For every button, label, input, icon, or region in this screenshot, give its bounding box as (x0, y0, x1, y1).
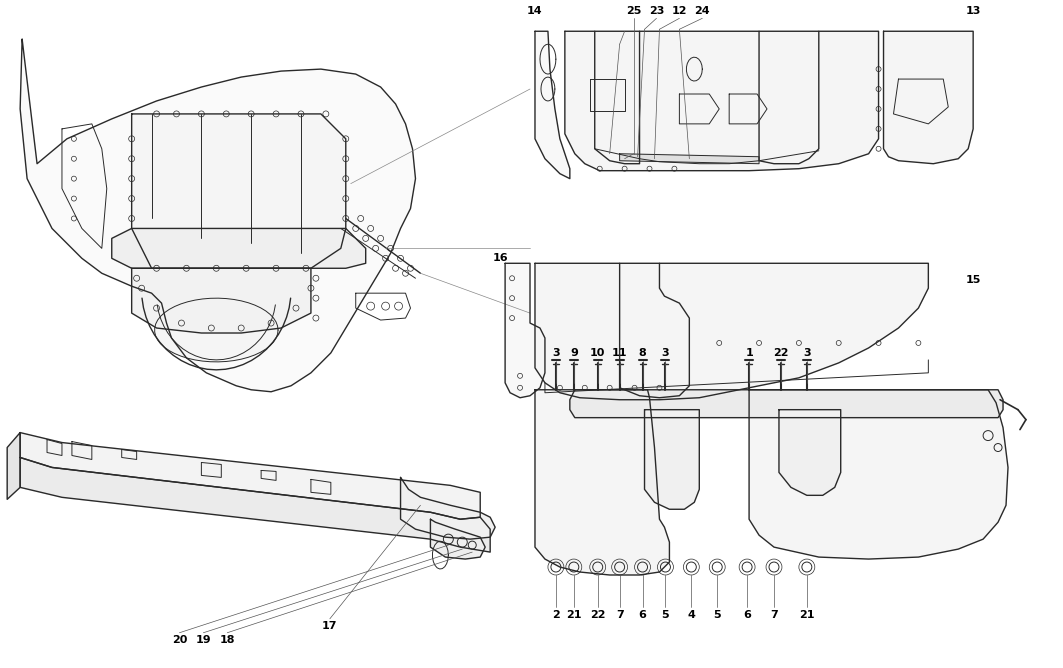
Text: 20: 20 (172, 635, 187, 645)
Text: 21: 21 (799, 610, 814, 620)
Polygon shape (535, 263, 928, 399)
Text: 11: 11 (612, 348, 627, 358)
Text: 16: 16 (492, 253, 508, 263)
Polygon shape (535, 389, 670, 575)
Polygon shape (505, 263, 545, 397)
Polygon shape (564, 31, 878, 171)
Text: 18: 18 (220, 635, 235, 645)
Text: 7: 7 (615, 610, 624, 620)
Polygon shape (401, 478, 495, 539)
Text: 22: 22 (773, 348, 789, 358)
Text: 15: 15 (965, 275, 981, 285)
Text: 22: 22 (590, 610, 606, 620)
Text: 6: 6 (639, 610, 646, 620)
Polygon shape (883, 31, 973, 164)
Text: 13: 13 (965, 7, 981, 16)
Text: 1: 1 (745, 348, 753, 358)
Polygon shape (20, 39, 416, 391)
Text: 12: 12 (672, 7, 687, 16)
Text: 6: 6 (743, 610, 752, 620)
Polygon shape (644, 409, 699, 509)
Text: 3: 3 (661, 348, 670, 358)
Polygon shape (112, 228, 366, 269)
Text: 2: 2 (552, 610, 560, 620)
Text: 7: 7 (770, 610, 778, 620)
Polygon shape (155, 298, 279, 362)
Polygon shape (431, 519, 485, 559)
Polygon shape (570, 389, 1003, 418)
Text: 24: 24 (694, 7, 710, 16)
Polygon shape (132, 114, 345, 269)
Polygon shape (132, 269, 310, 333)
Polygon shape (779, 409, 841, 496)
Polygon shape (7, 433, 20, 499)
Text: 10: 10 (590, 348, 606, 358)
Polygon shape (749, 389, 1008, 559)
Text: 19: 19 (196, 635, 212, 645)
Polygon shape (535, 31, 570, 178)
Text: 4: 4 (688, 610, 695, 620)
Text: 14: 14 (527, 7, 543, 16)
Text: 5: 5 (713, 610, 721, 620)
Text: 3: 3 (552, 348, 560, 358)
Polygon shape (620, 154, 759, 164)
Text: 21: 21 (567, 610, 581, 620)
Text: 5: 5 (661, 610, 670, 620)
Polygon shape (20, 458, 490, 552)
Text: 17: 17 (322, 621, 338, 631)
Polygon shape (20, 433, 480, 519)
Text: 23: 23 (648, 7, 664, 16)
Text: 25: 25 (626, 7, 641, 16)
Text: 8: 8 (639, 348, 646, 358)
Text: 3: 3 (803, 348, 811, 358)
Text: 9: 9 (570, 348, 578, 358)
